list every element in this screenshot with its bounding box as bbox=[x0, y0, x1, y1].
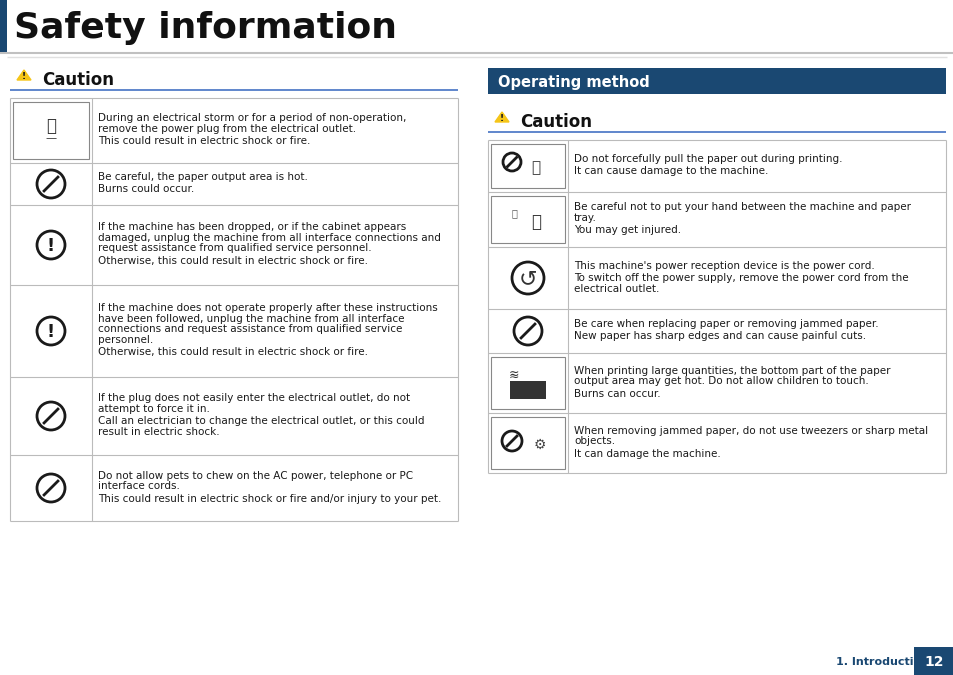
Text: !: ! bbox=[47, 323, 55, 341]
Text: Be care when replacing paper or removing jammed paper.: Be care when replacing paper or removing… bbox=[574, 319, 878, 329]
Bar bbox=[491, 144, 564, 188]
Text: It can damage the machine.: It can damage the machine. bbox=[574, 449, 720, 458]
Text: electrical outlet.: electrical outlet. bbox=[574, 284, 659, 294]
Text: ✋: ✋ bbox=[531, 161, 540, 176]
Bar bbox=[13, 102, 89, 159]
Text: Caution: Caution bbox=[519, 113, 592, 131]
Text: New paper has sharp edges and can cause painful cuts.: New paper has sharp edges and can cause … bbox=[574, 331, 865, 342]
Text: ⏻: ⏻ bbox=[46, 117, 56, 136]
Text: attempt to force it in.: attempt to force it in. bbox=[98, 404, 210, 414]
Circle shape bbox=[501, 431, 521, 451]
Text: !: ! bbox=[22, 72, 26, 81]
Text: This machine's power reception device is the power cord.: This machine's power reception device is… bbox=[574, 261, 874, 271]
Text: ✋: ✋ bbox=[531, 213, 540, 230]
Text: Burns could occur.: Burns could occur. bbox=[98, 184, 194, 194]
Text: Do not forcefully pull the paper out during printing.: Do not forcefully pull the paper out dur… bbox=[574, 154, 841, 164]
Text: Otherwise, this could result in electric shock or fire.: Otherwise, this could result in electric… bbox=[98, 347, 368, 357]
Text: If the plug does not easily enter the electrical outlet, do not: If the plug does not easily enter the el… bbox=[98, 394, 410, 404]
Text: Safety information: Safety information bbox=[14, 11, 396, 45]
Text: You may get injured.: You may get injured. bbox=[574, 225, 680, 235]
Text: During an electrical storm or for a period of non-operation,: During an electrical storm or for a peri… bbox=[98, 113, 406, 123]
Text: If the machine has been dropped, or if the cabinet appears: If the machine has been dropped, or if t… bbox=[98, 222, 406, 232]
Bar bbox=[510, 381, 545, 399]
Circle shape bbox=[37, 231, 65, 259]
Text: ≋: ≋ bbox=[508, 369, 518, 381]
Circle shape bbox=[37, 474, 65, 502]
Text: connections and request assistance from qualified service: connections and request assistance from … bbox=[98, 324, 402, 334]
Text: 1. Introduction: 1. Introduction bbox=[835, 657, 928, 667]
Text: This could result in electric shock or fire.: This could result in electric shock or f… bbox=[98, 136, 310, 146]
Text: ↺: ↺ bbox=[518, 269, 537, 289]
Text: have been followed, unplug the machine from all interface: have been followed, unplug the machine f… bbox=[98, 314, 404, 323]
Bar bbox=[913, 647, 953, 675]
Circle shape bbox=[37, 402, 65, 430]
Bar bbox=[491, 417, 564, 469]
Polygon shape bbox=[17, 70, 30, 80]
Text: damaged, unplug the machine from all interface connections and: damaged, unplug the machine from all int… bbox=[98, 233, 440, 243]
Text: Be careful, the paper output area is hot.: Be careful, the paper output area is hot… bbox=[98, 172, 308, 182]
Text: interface cords.: interface cords. bbox=[98, 481, 180, 491]
Text: ⚙: ⚙ bbox=[533, 438, 546, 452]
Text: output area may get hot. Do not allow children to touch.: output area may get hot. Do not allow ch… bbox=[574, 376, 868, 386]
Text: personnel.: personnel. bbox=[98, 335, 153, 345]
Text: !: ! bbox=[47, 237, 55, 255]
Bar bbox=[491, 357, 564, 409]
Bar bbox=[488, 68, 945, 94]
Text: remove the power plug from the electrical outlet.: remove the power plug from the electrica… bbox=[98, 124, 355, 134]
Text: 12: 12 bbox=[923, 655, 943, 669]
Text: ⏻: ⏻ bbox=[511, 209, 517, 219]
Text: result in electric shock.: result in electric shock. bbox=[98, 427, 219, 437]
Bar bbox=[491, 196, 564, 243]
Circle shape bbox=[502, 153, 520, 171]
Circle shape bbox=[37, 317, 65, 345]
Polygon shape bbox=[495, 112, 509, 122]
Text: Be careful not to put your hand between the machine and paper: Be careful not to put your hand between … bbox=[574, 202, 910, 212]
Bar bbox=[0, 0, 7, 52]
Text: tray.: tray. bbox=[574, 213, 597, 223]
Text: —: — bbox=[46, 134, 56, 144]
Text: Burns can occur.: Burns can occur. bbox=[574, 389, 659, 399]
Circle shape bbox=[37, 170, 65, 198]
Text: If the machine does not operate properly after these instructions: If the machine does not operate properly… bbox=[98, 303, 437, 313]
Text: Operating method: Operating method bbox=[497, 74, 649, 90]
Text: When removing jammed paper, do not use tweezers or sharp metal: When removing jammed paper, do not use t… bbox=[574, 426, 927, 435]
Text: When printing large quantities, the bottom part of the paper: When printing large quantities, the bott… bbox=[574, 366, 889, 375]
Text: Call an electrician to change the electrical outlet, or this could: Call an electrician to change the electr… bbox=[98, 416, 424, 427]
Text: To switch off the power supply, remove the power cord from the: To switch off the power supply, remove t… bbox=[574, 273, 907, 283]
Text: request assistance from qualified service personnel.: request assistance from qualified servic… bbox=[98, 244, 372, 253]
Text: objects.: objects. bbox=[574, 436, 615, 446]
Circle shape bbox=[514, 317, 541, 345]
Text: Caution: Caution bbox=[42, 71, 113, 89]
Text: Otherwise, this could result in electric shock or fire.: Otherwise, this could result in electric… bbox=[98, 256, 368, 266]
Circle shape bbox=[512, 262, 543, 294]
Text: It can cause damage to the machine.: It can cause damage to the machine. bbox=[574, 166, 767, 176]
Text: Do not allow pets to chew on the AC power, telephone or PC: Do not allow pets to chew on the AC powe… bbox=[98, 470, 413, 481]
Text: This could result in electric shock or fire and/or injury to your pet.: This could result in electric shock or f… bbox=[98, 493, 441, 504]
Text: !: ! bbox=[499, 113, 503, 123]
